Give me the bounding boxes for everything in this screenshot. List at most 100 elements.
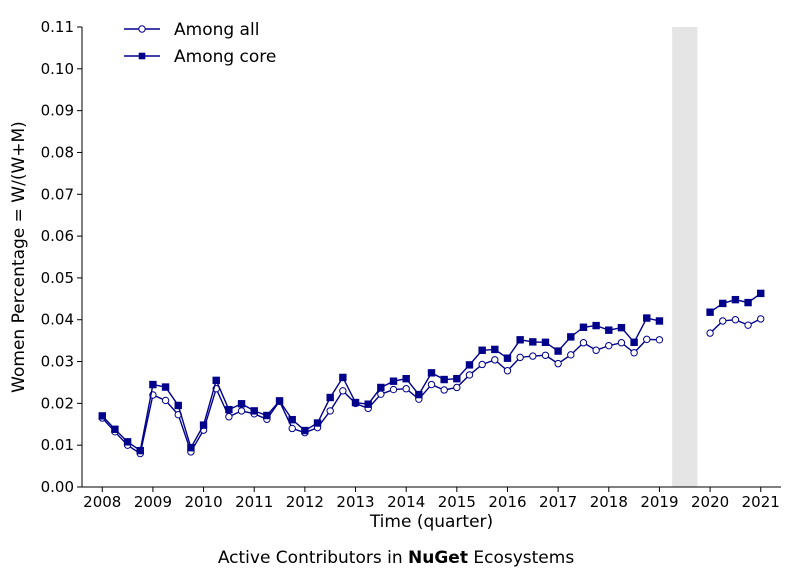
x-tick-label: 2020 <box>691 493 729 511</box>
y-axis-label: Women Percentage = W/(W+M) <box>9 121 29 393</box>
series-layer <box>98 289 765 458</box>
data-point-among-all <box>427 380 436 389</box>
data-point-among-core <box>275 397 284 405</box>
y-axis-ticks: 0.00 0.01 0.02 0.03 0.04 0.05 0.06 0.07 0.08 0.09… <box>41 18 82 496</box>
data-point-among-all <box>225 413 233 421</box>
data-point-among-all <box>440 386 448 394</box>
data-point-among-all <box>744 321 752 329</box>
data-point-among-core <box>149 380 157 389</box>
data-point-among-all <box>655 336 664 344</box>
y-tick-label: 0.06 <box>41 227 74 245</box>
data-point-among-all <box>630 349 638 357</box>
x-tick-label: 2008 <box>83 493 121 511</box>
data-point-among-core <box>250 407 258 415</box>
data-point-among-all <box>377 390 385 398</box>
data-point-among-all <box>326 407 334 415</box>
data-point-among-core <box>161 383 170 391</box>
data-point-among-core <box>579 323 588 331</box>
series-among-core <box>98 289 765 455</box>
data-point-among-all <box>643 335 651 344</box>
data-point-among-all <box>402 385 410 393</box>
data-point-among-core <box>98 412 106 420</box>
x-tick-label: 2009 <box>134 493 172 511</box>
data-point-among-all <box>731 316 740 324</box>
shaded-gap-region <box>672 27 698 487</box>
data-point-among-all <box>237 407 246 415</box>
data-point-among-core <box>655 317 664 325</box>
data-point-among-all <box>541 351 550 359</box>
data-point-among-core <box>465 361 474 369</box>
data-point-among-core <box>187 443 195 452</box>
chart-caption: Active Contributors in NuGet Ecosystems <box>0 546 792 570</box>
data-point-among-core <box>554 347 562 355</box>
caption-emphasis: NuGet <box>408 548 468 568</box>
x-tick-label: 2019 <box>640 493 678 511</box>
data-point-among-core <box>592 321 600 330</box>
data-point-among-core <box>351 398 360 407</box>
data-point-among-core <box>364 400 372 408</box>
y-tick-label: 0.10 <box>41 60 74 78</box>
data-point-among-core <box>643 314 651 322</box>
x-tick-label: 2014 <box>387 493 425 511</box>
series-among-all <box>98 315 765 458</box>
axes <box>81 27 781 488</box>
legend: Among all Among core <box>124 20 276 67</box>
data-point-among-core <box>503 354 512 362</box>
data-point-among-core <box>617 323 626 332</box>
data-point-among-all <box>478 360 486 369</box>
y-tick-label: 0.02 <box>41 394 74 412</box>
data-point-among-core <box>199 421 208 429</box>
data-point-among-core <box>313 419 322 427</box>
x-tick-label: 2015 <box>438 493 476 511</box>
y-tick-label: 0.03 <box>41 353 74 371</box>
data-point-among-core <box>453 374 461 383</box>
data-point-among-core <box>339 373 347 382</box>
data-point-among-all <box>757 315 765 323</box>
data-point-among-core <box>389 377 398 385</box>
data-point-among-core <box>237 400 246 408</box>
legend-label-among-core: Among core <box>174 47 276 67</box>
data-point-among-all <box>491 356 499 364</box>
data-point-among-core <box>326 393 334 402</box>
data-point-among-all <box>503 367 512 375</box>
data-point-among-core <box>440 375 448 384</box>
x-axis-ticks: 2008 2009 2010 2011 2012 2013 2014 2015 2016 2017… <box>83 487 780 511</box>
data-point-among-core <box>491 345 499 354</box>
data-point-among-core <box>516 336 524 344</box>
data-point-among-all <box>567 351 575 359</box>
caption-prefix: Active Contributors in <box>217 548 409 568</box>
data-point-among-all <box>605 341 613 350</box>
data-point-among-core <box>706 308 714 316</box>
data-point-among-all <box>389 385 398 394</box>
data-point-among-core <box>402 374 410 383</box>
y-tick-label: 0.11 <box>41 18 74 36</box>
y-tick-label: 0.00 <box>41 478 74 496</box>
y-tick-label: 0.09 <box>41 102 74 120</box>
y-tick-label: 0.04 <box>41 311 74 329</box>
data-point-among-core <box>111 425 119 433</box>
x-tick-label: 2012 <box>286 493 324 511</box>
data-point-among-core <box>174 401 182 410</box>
data-point-among-all <box>516 353 524 362</box>
data-point-among-core <box>757 289 765 298</box>
data-point-among-core <box>478 346 486 354</box>
data-point-among-core <box>605 326 613 334</box>
data-point-among-all <box>161 396 170 405</box>
data-point-among-core <box>567 333 575 341</box>
x-tick-label: 2017 <box>539 493 577 511</box>
x-tick-label: 2021 <box>742 493 780 511</box>
y-tick-label: 0.05 <box>41 269 74 287</box>
data-point-among-all <box>719 317 727 325</box>
y-tick-label: 0.07 <box>41 185 74 203</box>
legend-marker-among-all <box>138 25 146 33</box>
data-point-among-all <box>706 329 714 337</box>
data-point-among-core <box>212 376 220 385</box>
shaded-gap-region-layer <box>672 27 698 487</box>
data-point-among-all <box>617 339 626 347</box>
data-point-among-all <box>453 383 461 392</box>
x-tick-label: 2016 <box>488 493 526 511</box>
caption-suffix: Ecosystems <box>467 548 575 568</box>
data-point-among-core <box>136 446 144 455</box>
y-tick-label: 0.08 <box>41 143 74 161</box>
